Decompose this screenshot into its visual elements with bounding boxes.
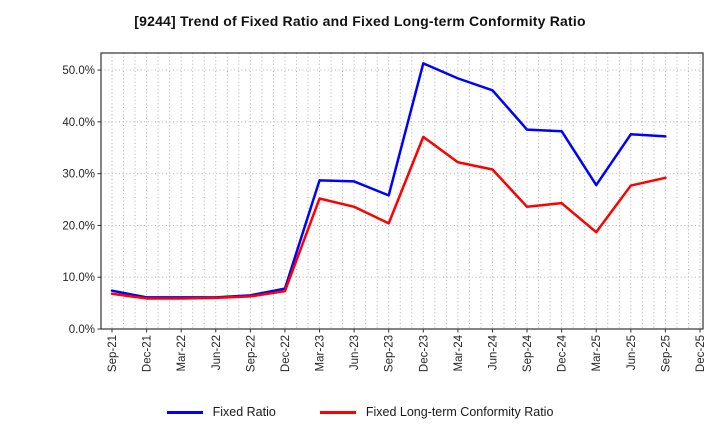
x-tick-label: Mar-25 — [591, 335, 603, 371]
y-tick-label: 30.0% — [62, 169, 95, 181]
x-tick-label: Dec-24 — [557, 334, 569, 372]
y-tick-label: 10.0% — [62, 272, 95, 284]
x-tick-label: Mar-24 — [453, 334, 465, 371]
plot-border — [100, 52, 704, 330]
series-line-fixed-long-term-conformity-ratio — [110, 135, 667, 300]
fixed-longterm-conformity-legend-label: Fixed Long-term Conformity Ratio — [365, 405, 554, 419]
x-tick-label: Mar-23 — [315, 335, 327, 371]
x-tick-label: Mar-22 — [176, 335, 188, 371]
x-tick-label: Jun-23 — [349, 335, 361, 370]
x-tick-label: Dec-22 — [280, 335, 292, 372]
fixed-ratio-legend-line — [166, 410, 203, 414]
legend: Fixed Ratio Fixed Long-term Conformity R… — [0, 405, 720, 419]
chart-title: [9244] Trend of Fixed Ratio and Fixed Lo… — [134, 13, 586, 29]
fixed-longterm-conformity-legend-line — [319, 410, 356, 414]
x-tick-label: Dec-23 — [418, 335, 430, 372]
x-tick-label: Dec-25 — [695, 335, 707, 372]
x-tick-label: Jun-22 — [211, 335, 223, 370]
x-tick-label: Sep-22 — [245, 335, 257, 372]
x-tick-label: Jun-24 — [487, 334, 499, 370]
x-tick-label: Sep-21 — [107, 335, 119, 372]
y-tick-label: 20.0% — [62, 220, 95, 232]
x-tick-label: Dec-21 — [142, 335, 154, 372]
x-tick-label: Sep-23 — [384, 335, 396, 372]
x-tick-label: Sep-25 — [660, 335, 672, 372]
y-tick-label: 40.0% — [62, 117, 95, 129]
y-tick-label: 50.0% — [62, 65, 95, 77]
x-tick-label: Sep-24 — [522, 334, 534, 372]
x-tick-label: Jun-25 — [626, 335, 638, 370]
y-tick-label: 0.0% — [69, 324, 95, 336]
fixed-ratio-legend-label: Fixed Ratio — [212, 405, 276, 419]
